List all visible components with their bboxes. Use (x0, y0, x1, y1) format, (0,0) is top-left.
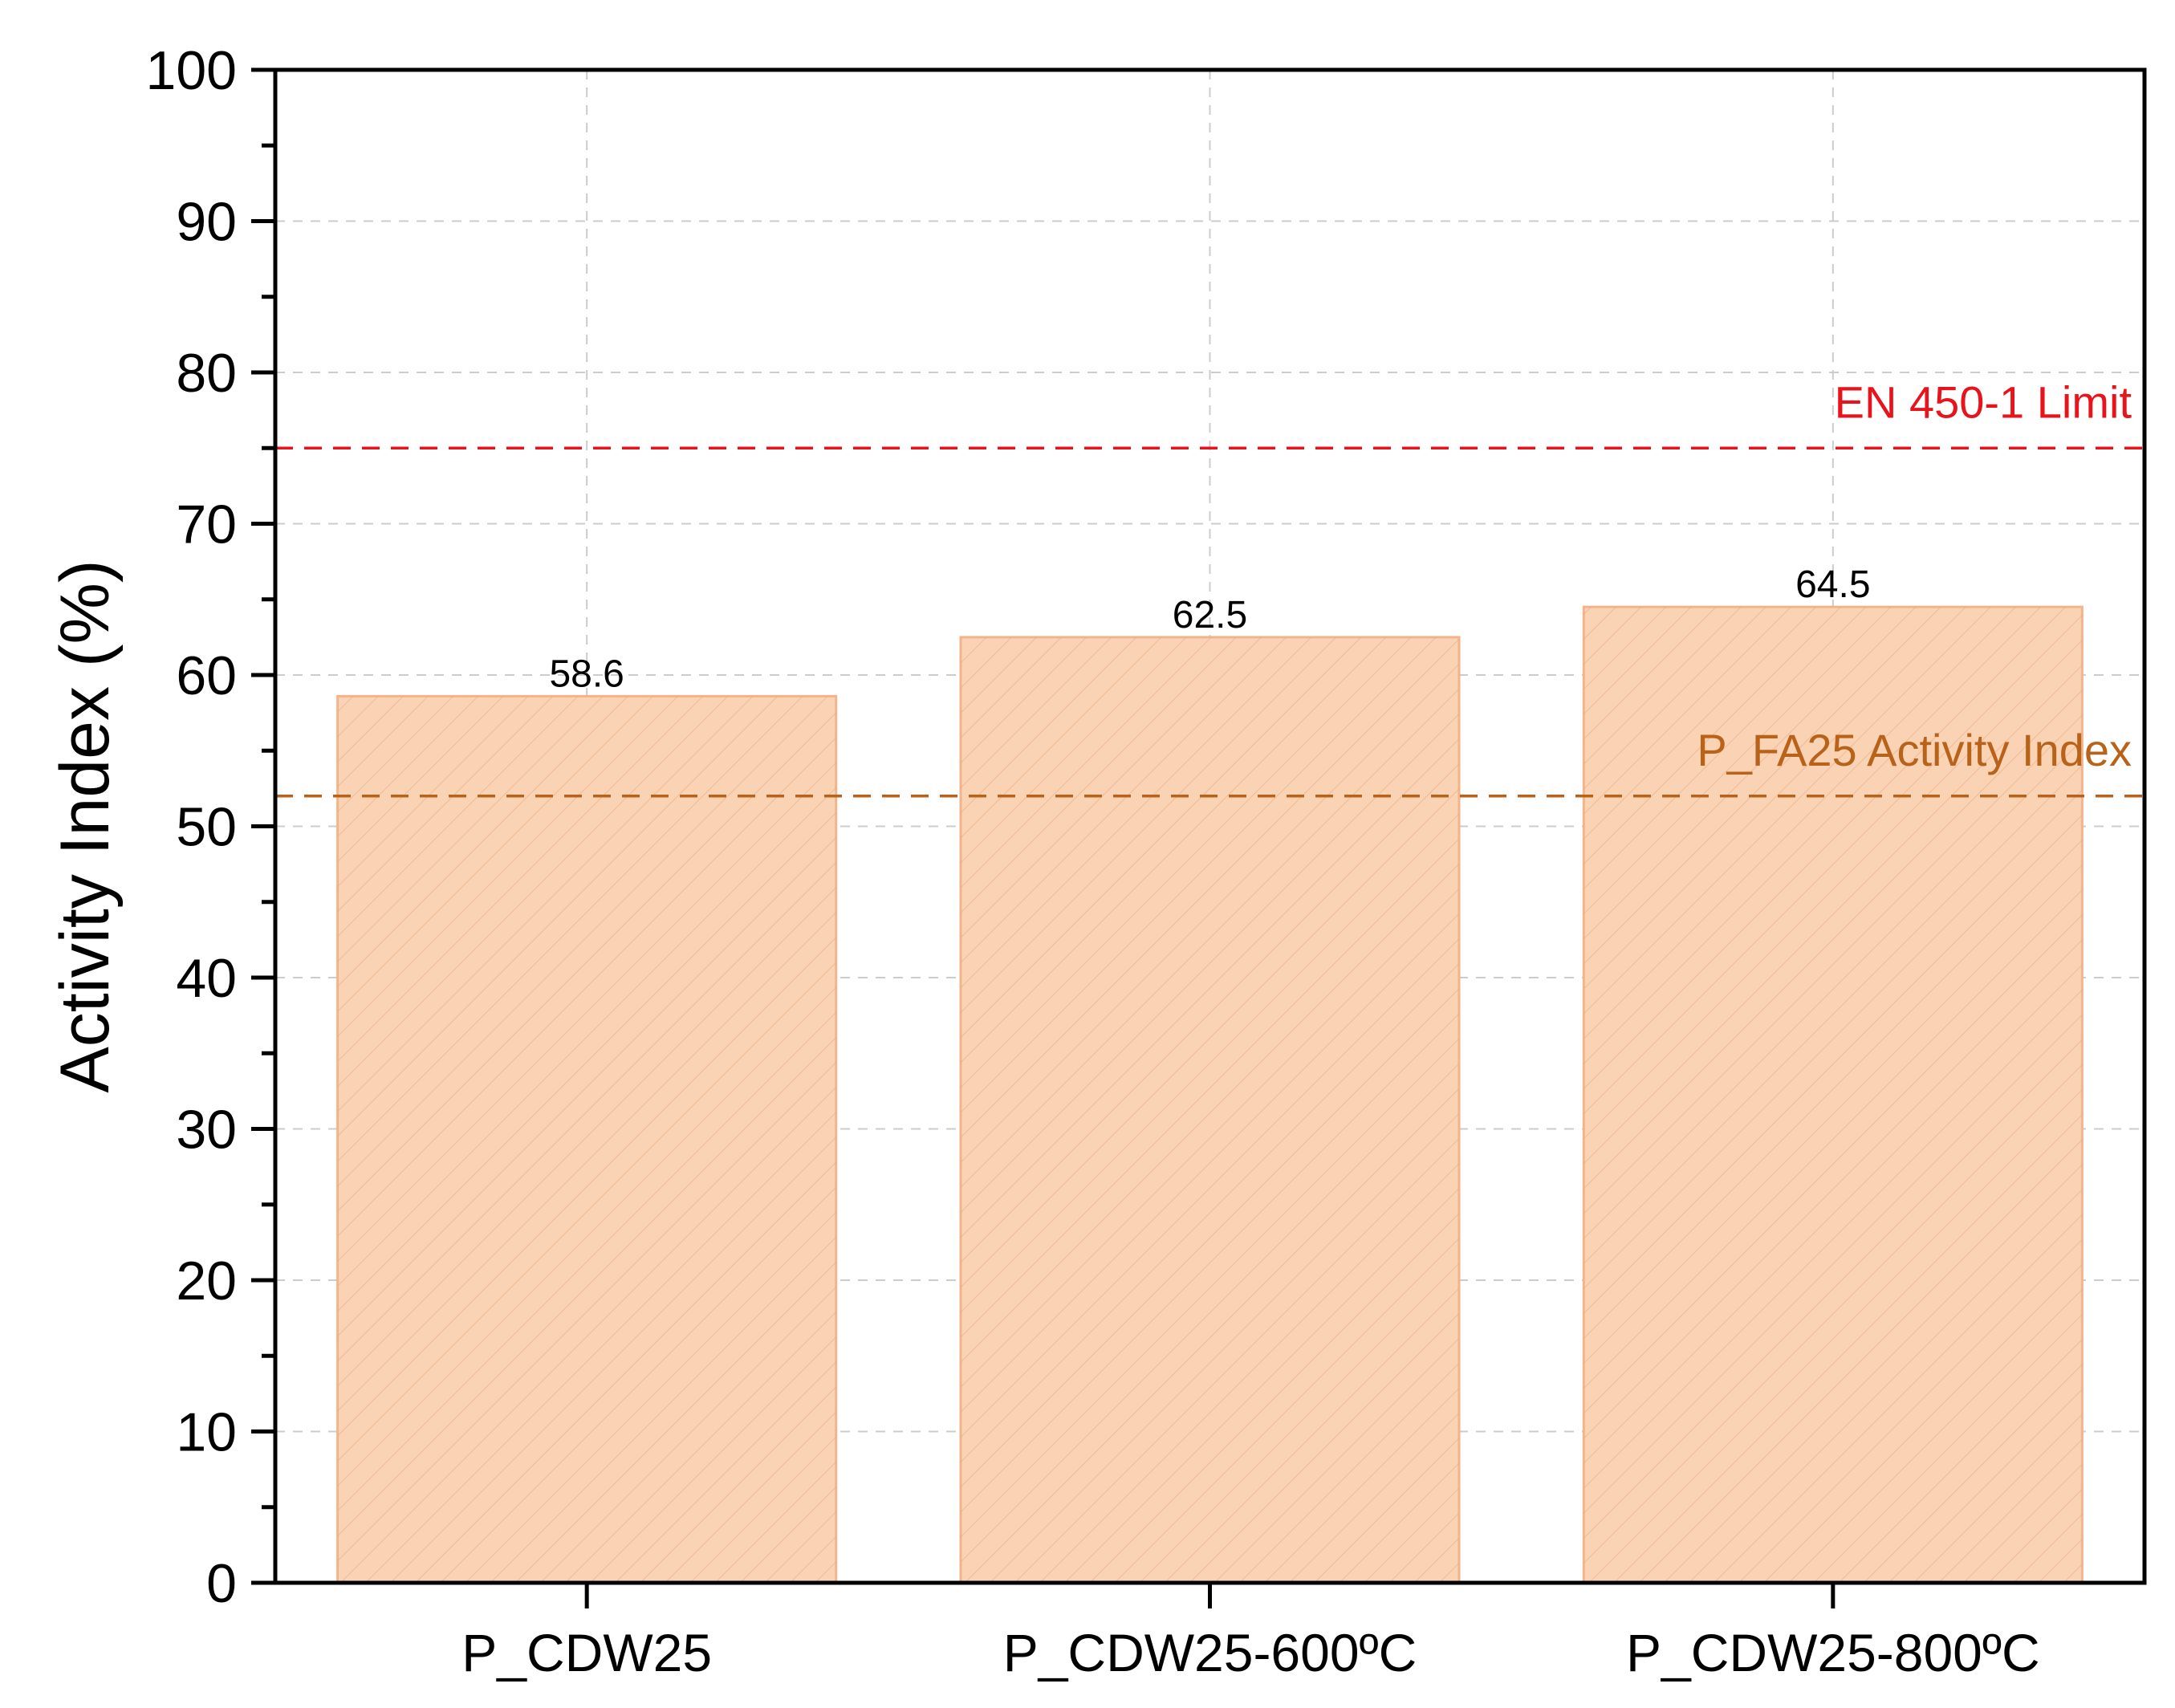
y-tick-label: 50 (176, 797, 237, 858)
y-tick-label: 40 (176, 948, 237, 1009)
bar-hatch (337, 696, 836, 1583)
reference-line-label: EN 450-1 Limit (1835, 376, 2132, 427)
bar-value-label: 62.5 (1173, 594, 1247, 636)
y-tick-label: 100 (146, 40, 237, 101)
y-tick-label: 60 (176, 645, 237, 706)
reference-line-label: P_FA25 Activity Index (1697, 725, 2132, 775)
x-category-label: P_CDW25 (461, 1623, 712, 1682)
x-category-label: P_CDW25-600ºC (1003, 1623, 1417, 1682)
bar-hatch (960, 636, 1460, 1583)
x-category-label: P_CDW25-800ºC (1626, 1623, 2040, 1682)
y-tick-label: 0 (206, 1553, 237, 1614)
y-axis-title: Activity Index (%) (47, 559, 124, 1092)
y-tick-label: 90 (176, 192, 237, 253)
bar-hatch (1583, 607, 2083, 1583)
bar-value-label: 64.5 (1795, 563, 1870, 606)
y-tick-label: 70 (176, 494, 237, 555)
reference-lines (275, 446, 2145, 798)
y-tick-label: 20 (176, 1250, 237, 1312)
labels: 0 10 20 30 40 50 60 70 80 90 100 P_CDW25 58.6 P_CDW25… (146, 40, 2132, 1682)
bar-value-label: 58.6 (549, 653, 624, 695)
y-tick-label: 30 (176, 1100, 237, 1161)
y-tick-label: 80 (176, 343, 237, 404)
axis-ticks (251, 67, 1836, 1608)
y-tick-label: 10 (176, 1402, 237, 1463)
